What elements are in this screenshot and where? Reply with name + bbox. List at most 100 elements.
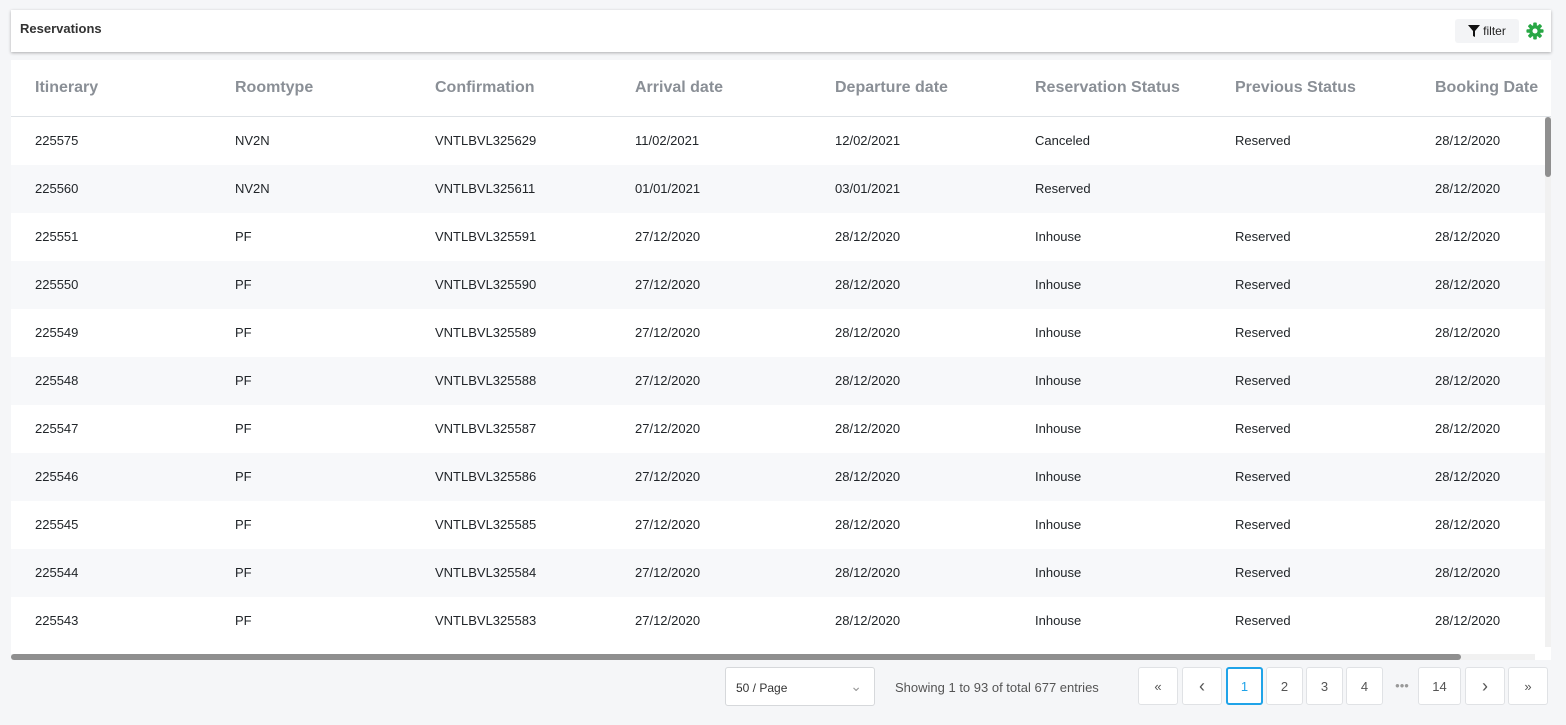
column-header[interactable]: Reservation Status	[1035, 79, 1180, 96]
table-cell: 28/12/2020	[835, 565, 901, 580]
pagination-ellipsis[interactable]: •••	[1395, 678, 1409, 693]
column-header[interactable]: Previous Status	[1235, 79, 1356, 96]
table-cell: 11/02/2021	[635, 133, 700, 148]
table-row[interactable]: 225544 PF VNTLBVL325584 27/12/2020 28/12/202…	[11, 549, 1551, 597]
filter-button[interactable]: filter	[1455, 19, 1519, 43]
table-cell: VNTLBVL325591	[435, 229, 537, 244]
table-row[interactable]: 225575 NV2N VNTLBVL325629 11/02/2021 12/02/2…	[11, 117, 1551, 165]
table-cell: Inhouse	[1035, 421, 1082, 436]
table-cell: VNTLBVL325611	[435, 181, 536, 196]
column-header[interactable]: Confirmation	[435, 79, 535, 96]
table-row[interactable]: 225547 PF VNTLBVL325587 27/12/2020 28/12/202…	[11, 405, 1551, 453]
column-header[interactable]: Departure date	[835, 79, 948, 96]
table-cell: 225544	[35, 565, 79, 580]
table-cell: Inhouse	[1035, 373, 1082, 388]
table-cell: VNTLBVL325588	[435, 373, 537, 388]
page-3-button[interactable]: 3	[1306, 667, 1343, 705]
table-cell: 28/12/2020	[1435, 373, 1501, 388]
table-cell: PF	[235, 517, 252, 532]
table-cell: Reserved	[1235, 277, 1291, 292]
table-row[interactable]: 225560 NV2N VNTLBVL325611 01/01/2021 03/01/2…	[11, 165, 1551, 213]
table-cell: 225543	[35, 613, 79, 628]
table-cell: 28/12/2020	[835, 277, 901, 292]
table-cell: Canceled	[1035, 133, 1090, 148]
table-cell: 27/12/2020	[635, 613, 701, 628]
table-cell: PF	[235, 373, 252, 388]
table-cell: PF	[235, 325, 252, 340]
table-cell: 28/12/2020	[835, 613, 901, 628]
filter-icon	[1468, 25, 1481, 37]
table-cell: Inhouse	[1035, 613, 1082, 628]
next-page-button[interactable]: ›	[1465, 667, 1505, 705]
column-header[interactable]: Roomtype	[235, 79, 314, 96]
table-cell: 27/12/2020	[635, 229, 701, 244]
table-row[interactable]: 225545 PF VNTLBVL325585 27/12/2020 28/12/202…	[11, 501, 1551, 549]
table-cell: NV2N	[235, 133, 270, 148]
page-size-select[interactable]: 50 / Page ⌄	[725, 667, 875, 706]
first-page-button[interactable]: «	[1138, 667, 1178, 705]
table-cell: Inhouse	[1035, 277, 1082, 292]
page-14-button[interactable]: 14	[1418, 667, 1461, 705]
table-cell: 28/12/2020	[835, 325, 901, 340]
table-cell: PF	[235, 469, 252, 484]
table-cell: Inhouse	[1035, 517, 1082, 532]
table-cell: 28/12/2020	[835, 421, 901, 436]
page-2-button[interactable]: 2	[1266, 667, 1303, 705]
table-cell: Inhouse	[1035, 469, 1082, 484]
column-header[interactable]: Arrival date	[635, 79, 724, 96]
table-cell: PF	[235, 613, 252, 628]
table-cell: Reserved	[1235, 421, 1291, 436]
table-cell: VNTLBVL325586	[435, 469, 537, 484]
reservations-table: Itinerary Roomtype Confirmation Arrival dat…	[11, 60, 1551, 660]
table-cell: Inhouse	[1035, 325, 1082, 340]
page-title: Reservations	[20, 21, 102, 36]
page-size-value: 50 / Page	[736, 681, 788, 695]
page-4-button[interactable]: 4	[1346, 667, 1383, 705]
table-cell: 28/12/2020	[1435, 421, 1501, 436]
table-cell: 28/12/2020	[835, 229, 901, 244]
column-header[interactable]: Booking Date	[1435, 79, 1539, 96]
table-cell: 225560	[35, 181, 79, 196]
table-cell: VNTLBVL325629	[435, 133, 537, 148]
table-cell: VNTLBVL325590	[435, 277, 537, 292]
table-row[interactable]: 225550 PF VNTLBVL325590 27/12/2020 28/12/202…	[11, 261, 1551, 309]
gear-icon[interactable]	[1526, 22, 1544, 40]
table-cell: Reserved	[1235, 469, 1291, 484]
table-row[interactable]: 225546 PF VNTLBVL325586 27/12/2020 28/12/202…	[11, 453, 1551, 501]
table-cell: VNTLBVL325589	[435, 325, 537, 340]
table-header: Itinerary Roomtype Confirmation Arrival dat…	[11, 60, 1551, 117]
table-cell: 225545	[35, 517, 79, 532]
table-cell: 225546	[35, 469, 79, 484]
vertical-scrollbar[interactable]	[1545, 117, 1551, 647]
table-cell: PF	[235, 421, 252, 436]
table-cell: Reserved	[1235, 133, 1291, 148]
table-cell: Reserved	[1235, 325, 1291, 340]
chevron-down-icon: ⌄	[850, 678, 862, 694]
table-cell: PF	[235, 565, 252, 580]
table-row[interactable]: 225549 PF VNTLBVL325589 27/12/2020 28/12/202…	[11, 309, 1551, 357]
horizontal-scrollbar[interactable]	[11, 654, 1535, 660]
prev-page-button[interactable]: ‹	[1182, 667, 1222, 705]
last-page-button[interactable]: »	[1508, 667, 1548, 705]
table-cell: PF	[235, 229, 252, 244]
table-cell: 28/12/2020	[1435, 277, 1501, 292]
table-cell: NV2N	[235, 181, 270, 196]
table-cell: 28/12/2020	[1435, 565, 1501, 580]
table-cell: 225550	[35, 277, 79, 292]
column-header[interactable]: Itinerary	[35, 79, 99, 96]
page-1-button[interactable]: 1	[1226, 667, 1263, 705]
table-cell: Reserved	[1235, 517, 1291, 532]
table-cell: 225549	[35, 325, 79, 340]
table-cell: 27/12/2020	[635, 565, 701, 580]
table-row[interactable]: 225548 PF VNTLBVL325588 27/12/2020 28/12/202…	[11, 357, 1551, 405]
table-row[interactable]: 225551 PF VNTLBVL325591 27/12/2020 28/12/202…	[11, 213, 1551, 261]
table-cell: Reserved	[1235, 613, 1291, 628]
table-cell: 28/12/2020	[1435, 229, 1501, 244]
table-cell: 27/12/2020	[635, 517, 701, 532]
table-cell: 27/12/2020	[635, 325, 701, 340]
table-row[interactable]: 225543 PF VNTLBVL325583 27/12/2020 28/12/202…	[11, 597, 1551, 645]
table-cell: 28/12/2020	[835, 373, 901, 388]
table-cell: PF	[235, 277, 252, 292]
table-cell: 28/12/2020	[1435, 613, 1501, 628]
table-cell: 225575	[35, 133, 79, 148]
